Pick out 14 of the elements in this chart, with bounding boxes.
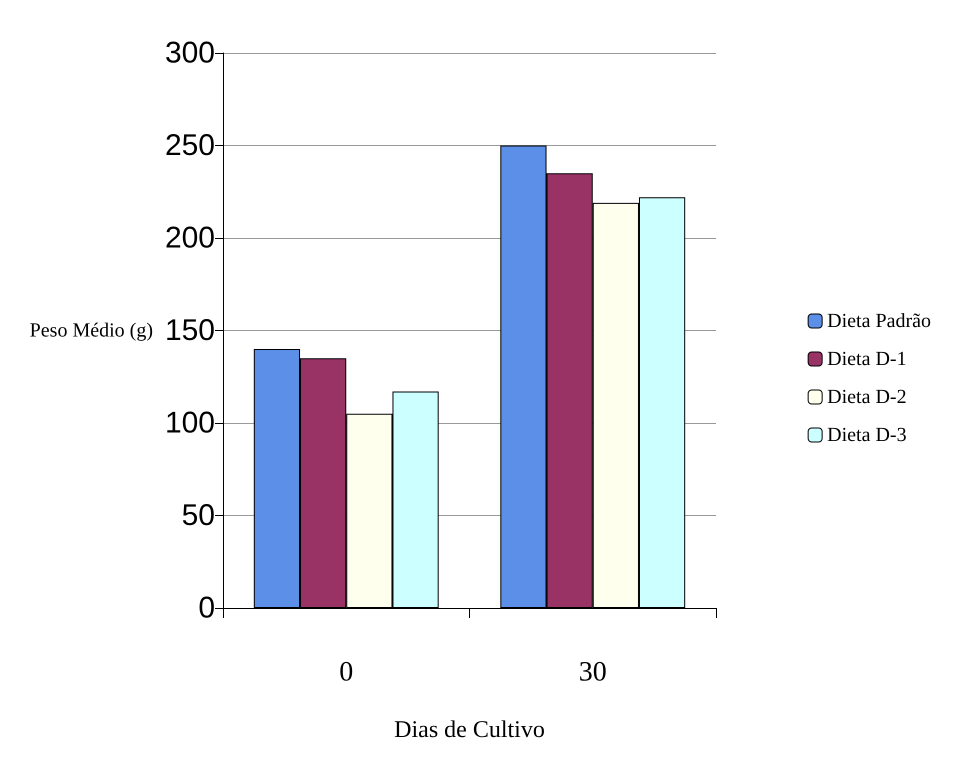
y-tick-label: 0 (198, 592, 215, 624)
y-tick-label: 300 (164, 36, 215, 70)
y-tick-label: 150 (164, 314, 215, 347)
y-tick-label: 50 (182, 499, 215, 532)
y-tick-label: 100 (164, 406, 215, 440)
legend-label: Dieta D-3 (827, 424, 907, 446)
legend-label: Dieta Padrão (827, 310, 932, 332)
legend-label: Dieta D-2 (827, 386, 907, 408)
y-axis-title: Peso Médio (g) (30, 320, 153, 342)
legend-label: Dieta D-1 (827, 348, 907, 370)
x-axis-title: Dias de Cultivo (394, 717, 545, 743)
y-tick-label: 250 (164, 129, 215, 162)
y-tick-label: 200 (164, 222, 215, 254)
x-tick-label: 30 (578, 656, 607, 688)
